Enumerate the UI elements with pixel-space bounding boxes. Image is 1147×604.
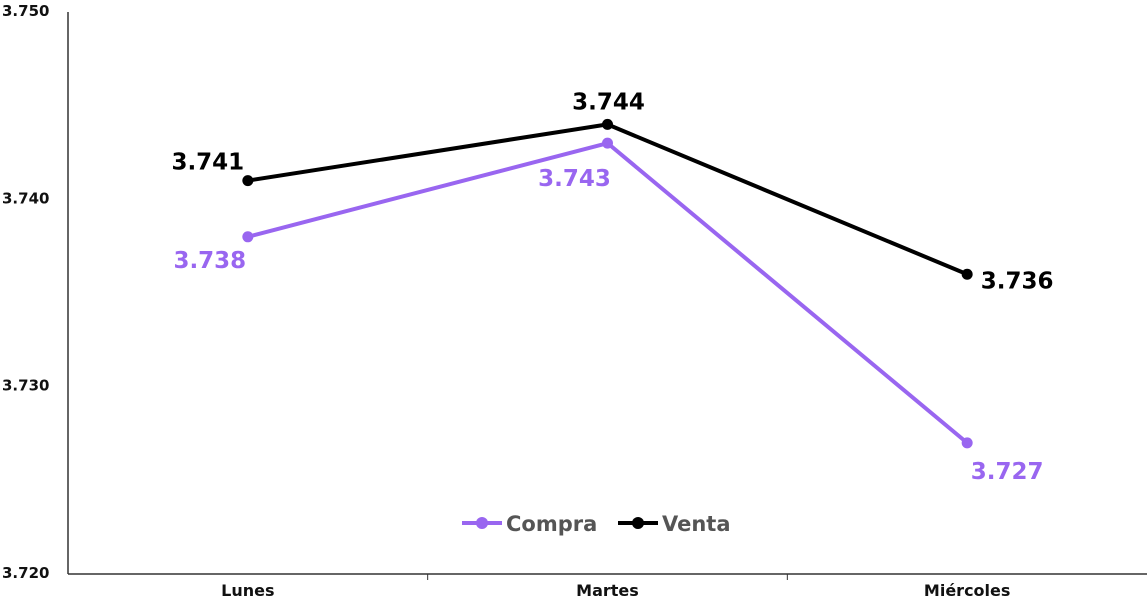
data-point (961, 437, 973, 449)
data-point (602, 137, 613, 149)
y-tick-label: 3.740 (2, 189, 49, 207)
y-tick-label: 3.720 (2, 564, 49, 582)
data-label: 3.744 (572, 89, 645, 115)
legend-label: Compra (506, 512, 597, 536)
data-point (961, 268, 973, 280)
legend-swatch-marker (476, 517, 488, 529)
y-tick-label: 3.730 (2, 377, 49, 395)
chart-legend: Compra Venta (462, 512, 731, 536)
x-tick-label: Miércoles (924, 581, 1010, 600)
x-tick-label: Lunes (221, 581, 274, 600)
data-label: 3.727 (971, 459, 1044, 485)
y-tick-label: 3.750 (2, 2, 49, 20)
legend-swatch-marker (632, 517, 644, 529)
data-label: 3.743 (538, 166, 611, 192)
data-point (602, 118, 613, 130)
x-tick-label: Martes (576, 581, 639, 600)
data-label: 3.741 (171, 150, 244, 176)
chart-series (242, 118, 973, 449)
data-label: 3.736 (981, 268, 1054, 294)
legend-label: Venta (662, 512, 731, 536)
data-point (242, 231, 254, 243)
data-point (242, 175, 254, 187)
data-label: 3.738 (173, 248, 246, 274)
chart-data-labels: 3.738 3.743 3.727 3.741 3.744 3.736 (171, 89, 1053, 484)
